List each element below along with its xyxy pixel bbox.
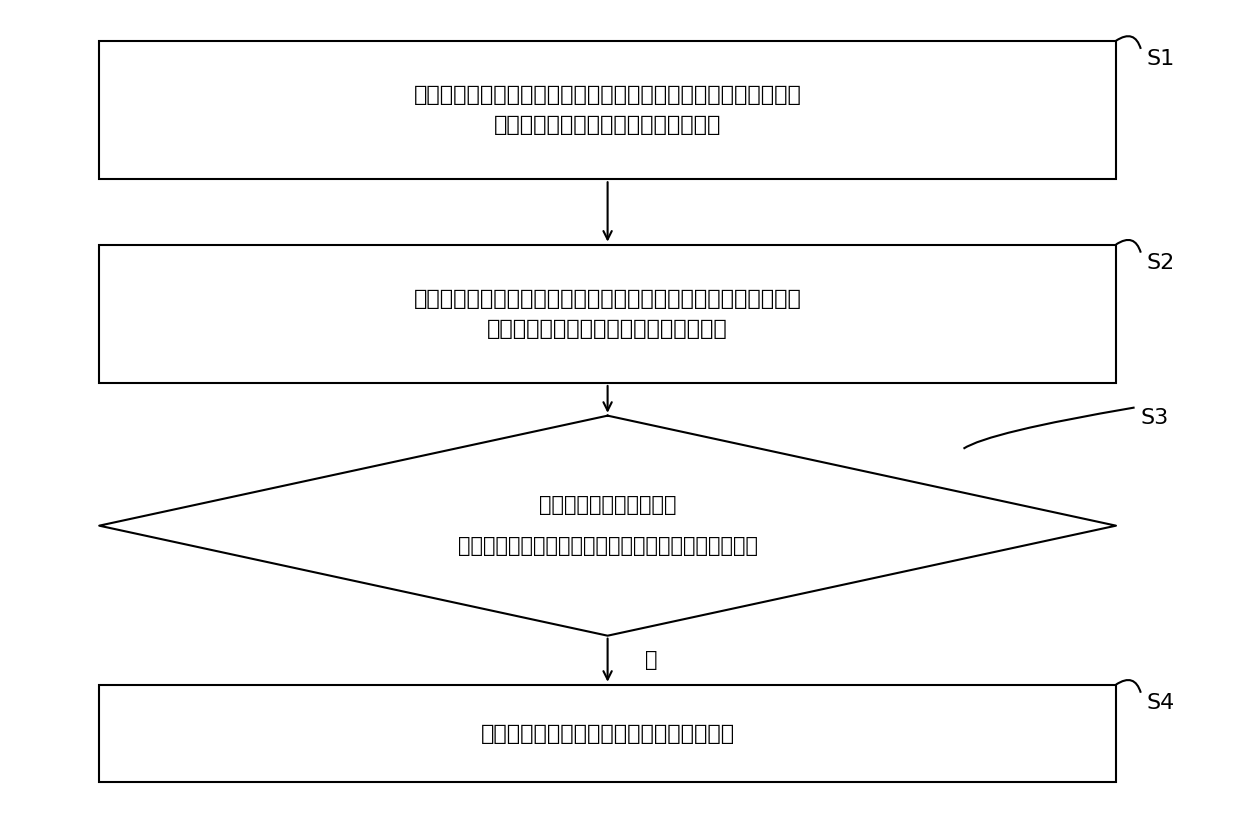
Text: S1: S1 (1147, 49, 1176, 69)
FancyBboxPatch shape (99, 685, 1116, 782)
Text: S2: S2 (1147, 253, 1176, 273)
Polygon shape (99, 416, 1116, 636)
Text: 判定所述支柱绝缘子复合护套均匀性不合格: 判定所述支柱绝缘子复合护套均匀性不合格 (481, 724, 734, 743)
Text: 根据所述原始红外热图序列，确定所述待测支柱绝缘子复合护套的
厚度不均匀区域在原始红外热图中的位置: 根据所述原始红外热图序列，确定所述待测支柱绝缘子复合护套的 厚度不均匀区域在原始… (414, 289, 801, 338)
Text: 获取待测支柱绝缘子复合护套的原始红外热图序列，所述原始红外
热图序列包括连续的多帧原始红外热图: 获取待测支柱绝缘子复合护套的原始红外热图序列，所述原始红外 热图序列包括连续的多… (414, 86, 801, 134)
FancyBboxPatch shape (99, 244, 1116, 383)
Text: 否: 否 (645, 650, 657, 670)
Text: S3: S3 (1141, 408, 1169, 428)
FancyBboxPatch shape (99, 41, 1116, 179)
Text: S4: S4 (1147, 693, 1176, 713)
Text: 判断在预设帧数范围内，: 判断在预设帧数范围内， (539, 496, 676, 515)
Text: 所述厚度不均匀区域的面积是否都小于或等于预设面积: 所述厚度不均匀区域的面积是否都小于或等于预设面积 (458, 536, 758, 556)
